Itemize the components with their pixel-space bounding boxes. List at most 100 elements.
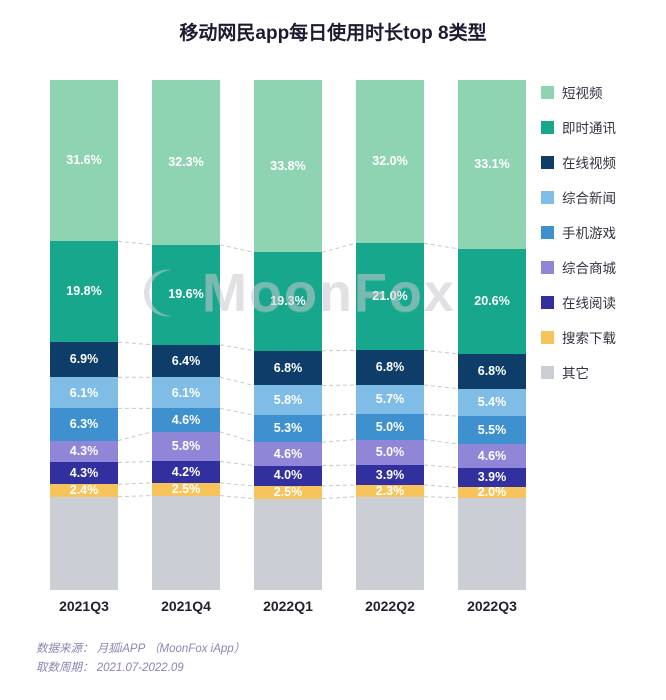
segment-value-label: 4.2% [171, 464, 201, 479]
segment-在线视频: 6.4% [152, 344, 220, 378]
segment-即时通讯: 19.3% [254, 252, 322, 351]
segment-在线阅读: 4.3% [50, 462, 118, 485]
segment-value-label: 20.6% [474, 294, 510, 309]
data-period: 取数周期： 2021.07-2022.09 [36, 662, 184, 674]
segment-综合商城: 4.3% [50, 440, 118, 463]
segment-在线阅读: 4.0% [254, 465, 322, 486]
legend-label: 短视频 [562, 86, 603, 101]
legend-label: 其它 [562, 366, 589, 381]
segment-value-label: 6.3% [69, 417, 99, 432]
segment-即时通讯: 19.6% [152, 244, 220, 345]
legend-label: 在线阅读 [562, 296, 616, 311]
legend-swatch [541, 190, 554, 204]
segment-value-label: 33.1% [474, 157, 510, 172]
segment-value-label: 6.8% [273, 360, 303, 375]
segment-在线视频: 6.8% [254, 350, 322, 386]
segment-value-label: 21.0% [372, 289, 408, 304]
segment-综合新闻: 5.4% [458, 388, 526, 417]
segment-短视频: 33.8% [254, 80, 322, 253]
segment-value-label: 5.5% [477, 422, 507, 437]
segment-value-label: 31.6% [66, 153, 102, 168]
segment-value-label: 2.4% [69, 483, 99, 498]
segment-搜索下载: 2.5% [254, 485, 322, 500]
legend-item-综合商城: 综合商城 [541, 257, 616, 277]
segment-综合新闻: 6.1% [152, 377, 220, 409]
segment-value-label: 5.0% [375, 419, 405, 434]
segment-短视频: 31.6% [50, 80, 118, 242]
legend-swatch [541, 295, 554, 309]
legend-item-即时通讯: 即时通讯 [541, 117, 616, 137]
segment-即时通讯: 21.0% [356, 243, 424, 351]
segment-搜索下载: 2.0% [458, 485, 526, 500]
segment-其它 [356, 496, 424, 590]
legend-item-其它: 其它 [541, 362, 616, 382]
segment-value-label: 2.0% [477, 485, 507, 500]
segment-搜索下载: 2.3% [356, 483, 424, 498]
legend-swatch [541, 365, 554, 379]
segment-value-label: 5.7% [375, 392, 405, 407]
legend-label: 即时通讯 [562, 121, 616, 136]
segment-value-label: 6.8% [375, 360, 405, 375]
segment-value-label: 6.8% [477, 363, 507, 378]
segment-value-label: 5.0% [375, 445, 405, 460]
segment-搜索下载: 2.4% [50, 483, 118, 498]
segment-在线视频: 6.9% [50, 342, 118, 378]
bar-2022Q1: 33.8% 19.3% 6.8% 5.8% 5.3% 4.6% 4.0% 2.5% [254, 80, 322, 590]
segment-value-label: 19.6% [168, 287, 204, 302]
segment-value-label: 6.4% [171, 353, 201, 368]
segment-即时通讯: 19.8% [50, 241, 118, 343]
legend-swatch [541, 260, 554, 274]
legend-item-手机游戏: 手机游戏 [541, 222, 616, 242]
segment-value-label: 5.8% [273, 393, 303, 407]
segment-手机游戏: 5.3% [254, 415, 322, 443]
segment-value-label: 2.5% [171, 481, 201, 496]
legend-swatch [541, 225, 554, 239]
segment-其它 [50, 496, 118, 590]
legend-item-在线视频: 在线视频 [541, 152, 616, 172]
page-title: 移动网民app每日使用时长top 8类型 [179, 23, 487, 44]
segment-其它 [458, 497, 526, 590]
segment-其它 [152, 495, 220, 590]
segment-即时通讯: 20.6% [458, 248, 526, 354]
x-axis-label-2022Q2: 2022Q2 [365, 598, 415, 614]
segment-value-label: 6.1% [171, 385, 201, 400]
segment-value-label: 33.8% [270, 158, 306, 173]
segment-手机游戏: 5.5% [458, 416, 526, 445]
segment-value-label: 19.8% [66, 284, 102, 299]
segment-在线视频: 6.8% [458, 353, 526, 389]
segment-综合商城: 4.6% [254, 442, 322, 466]
segment-综合新闻: 6.1% [50, 377, 118, 409]
bar-2021Q4: 32.3% 19.6% 6.4% 6.1% 4.6% 5.8% 4.2% 2.5% [152, 80, 220, 590]
segment-value-label: 4.6% [171, 412, 201, 427]
legend-item-搜索下载: 搜索下载 [541, 327, 616, 347]
segment-value-label: 2.3% [375, 483, 405, 498]
segment-value-label: 5.8% [171, 439, 201, 454]
segment-手机游戏: 6.3% [50, 408, 118, 441]
segment-搜索下载: 2.5% [152, 481, 220, 496]
segment-value-label: 4.6% [273, 446, 303, 461]
legend-item-在线阅读: 在线阅读 [541, 292, 616, 312]
segment-在线阅读: 4.2% [152, 461, 220, 483]
segment-综合商城: 5.0% [356, 439, 424, 466]
segment-其它 [254, 498, 322, 590]
legend-label: 手机游戏 [562, 226, 616, 241]
segment-value-label: 3.9% [375, 467, 405, 482]
stacked-bar-chart: 31.6% 19.8% 6.9% 6.1% 6.3% 4.3% 4.3% 2.4% 32.3% 1… [50, 80, 526, 614]
segment-value-label: 19.3% [270, 294, 306, 309]
segment-value-label: 6.9% [69, 352, 99, 367]
segment-value-label: 2.5% [273, 485, 303, 500]
segment-value-label: 4.3% [69, 444, 99, 459]
x-axis-label-2022Q3: 2022Q3 [467, 598, 517, 614]
segment-综合新闻: 5.8% [254, 385, 322, 416]
legend-label: 综合新闻 [562, 191, 616, 206]
data-source: 数据来源： 月狐iAPP （MoonFox iApp） [36, 643, 246, 655]
x-axis-labels: 2021Q3 2021Q4 2022Q1 2022Q2 2022Q3 [50, 598, 526, 614]
segment-connector-lines [117, 240, 459, 500]
segment-在线阅读: 3.9% [356, 465, 424, 485]
segment-value-label: 6.1% [69, 385, 99, 400]
x-axis-label-2021Q3: 2021Q3 [59, 598, 109, 614]
bar-2022Q2: 32.0% 21.0% 6.8% 5.7% 5.0% 5.0% 3.9% 2.3% [356, 80, 424, 590]
legend-item-短视频: 短视频 [541, 82, 616, 102]
segment-value-label: 4.0% [273, 468, 303, 483]
x-axis-label-2021Q4: 2021Q4 [161, 598, 211, 614]
